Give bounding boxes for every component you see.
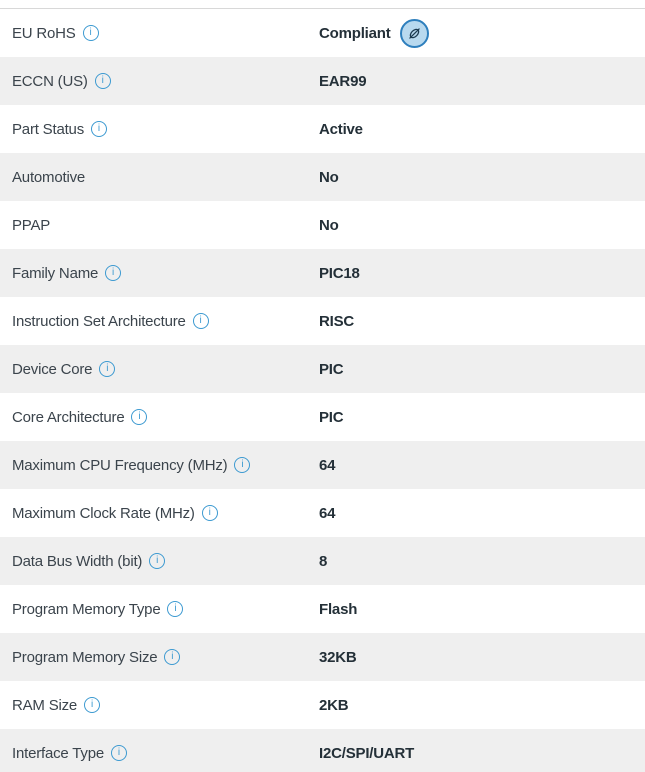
spec-value: 8 — [319, 552, 328, 570]
spec-value-cell: No — [319, 169, 645, 186]
spec-label: Interface Type — [12, 744, 104, 762]
spec-label: Maximum Clock Rate (MHz) — [12, 504, 195, 522]
specifications-table: EU RoHS i Compliant ECCN (US) i EAR99 — [0, 8, 645, 772]
spec-value-cell: 2KB — [319, 697, 645, 714]
spec-value-cell: I2C/SPI/UART — [319, 745, 645, 762]
spec-value-cell: 32KB — [319, 649, 645, 666]
spec-value-cell: Flash — [319, 601, 645, 618]
table-row: Instruction Set Architecture i RISC — [0, 297, 645, 345]
spec-label-cell: Part Status i — [0, 121, 319, 138]
spec-label: ECCN (US) — [12, 72, 88, 90]
info-icon[interactable]: i — [167, 601, 184, 617]
spec-value: 64 — [319, 456, 336, 474]
spec-label: Core Architecture — [12, 408, 125, 426]
spec-label-cell: ECCN (US) i — [0, 73, 319, 90]
spec-label: Device Core — [12, 360, 93, 378]
spec-label-cell: RAM Size i — [0, 697, 319, 714]
spec-value: RISC — [319, 312, 355, 330]
table-row: Program Memory Type i Flash — [0, 585, 645, 633]
spec-value-cell: PIC — [319, 409, 645, 426]
info-icon[interactable]: i — [84, 697, 101, 713]
spec-label: RAM Size — [12, 696, 78, 714]
spec-label: Automotive — [12, 168, 86, 186]
info-icon[interactable]: i — [94, 73, 111, 89]
spec-label: Program Memory Size — [12, 648, 158, 666]
info-icon[interactable]: i — [192, 313, 209, 329]
table-row: Maximum CPU Frequency (MHz) i 64 — [0, 441, 645, 489]
table-row: Data Bus Width (bit) i 8 — [0, 537, 645, 585]
info-icon[interactable]: i — [110, 745, 127, 761]
spec-label: Family Name — [12, 264, 99, 282]
table-row: Part Status i Active — [0, 105, 645, 153]
spec-value-cell: Compliant — [319, 18, 645, 48]
info-icon[interactable]: i — [234, 457, 251, 473]
info-icon[interactable]: i — [131, 409, 148, 425]
spec-value: Compliant — [319, 24, 391, 42]
spec-label: EU RoHS — [12, 24, 76, 42]
table-row: Family Name i PIC18 — [0, 249, 645, 297]
table-row: Maximum Clock Rate (MHz) i 64 — [0, 489, 645, 537]
spec-value-cell: No — [319, 217, 645, 234]
spec-label: Program Memory Type — [12, 600, 161, 618]
spec-label-cell: Program Memory Type i — [0, 601, 319, 618]
table-row: RAM Size i 2KB — [0, 681, 645, 729]
spec-value: No — [319, 168, 339, 186]
info-icon[interactable]: i — [105, 265, 122, 281]
table-row: ECCN (US) i EAR99 — [0, 57, 645, 105]
spec-value-cell: 64 — [319, 457, 645, 474]
spec-value-cell: RISC — [319, 313, 645, 330]
spec-value-cell: Active — [319, 121, 645, 138]
spec-label-cell: Core Architecture i — [0, 409, 319, 426]
spec-label-cell: Maximum Clock Rate (MHz) i — [0, 505, 319, 522]
spec-value: No — [319, 216, 339, 234]
spec-label-cell: Program Memory Size i — [0, 649, 319, 666]
spec-value: 64 — [319, 504, 336, 522]
spec-label-cell: Maximum CPU Frequency (MHz) i — [0, 457, 319, 474]
spec-label-cell: Interface Type i — [0, 745, 319, 762]
table-row: Program Memory Size i 32KB — [0, 633, 645, 681]
spec-value-cell: PIC18 — [319, 265, 645, 282]
info-icon[interactable]: i — [201, 505, 218, 521]
table-row: Core Architecture i PIC — [0, 393, 645, 441]
table-row: Device Core i PIC — [0, 345, 645, 393]
spec-label: PPAP — [12, 216, 51, 234]
spec-value: Flash — [319, 600, 358, 618]
info-icon[interactable]: i — [82, 25, 99, 41]
spec-value: Active — [319, 120, 363, 138]
spec-label-cell: PPAP i — [0, 217, 319, 234]
spec-label: Maximum CPU Frequency (MHz) — [12, 456, 228, 474]
info-icon[interactable]: i — [149, 553, 166, 569]
table-row: Automotive i No — [0, 153, 645, 201]
info-icon[interactable]: i — [91, 121, 108, 137]
spec-value: PIC — [319, 408, 344, 426]
spec-value-cell: EAR99 — [319, 73, 645, 90]
spec-label: Instruction Set Architecture — [12, 312, 186, 330]
spec-label: Part Status — [12, 120, 85, 138]
spec-value-cell: PIC — [319, 361, 645, 378]
spec-label-cell: Device Core i — [0, 361, 319, 378]
info-icon[interactable]: i — [99, 361, 116, 377]
spec-value: EAR99 — [319, 72, 367, 90]
spec-label-cell: Instruction Set Architecture i — [0, 313, 319, 330]
spec-label-cell: Family Name i — [0, 265, 319, 282]
table-row: Interface Type i I2C/SPI/UART — [0, 729, 645, 772]
table-row: PPAP i No — [0, 201, 645, 249]
spec-label-cell: Automotive i — [0, 169, 319, 186]
spec-label-cell: EU RoHS i — [0, 25, 319, 42]
spec-value: PIC — [319, 360, 344, 378]
table-row: EU RoHS i Compliant — [0, 9, 645, 57]
spec-value-cell: 8 — [319, 553, 645, 570]
spec-value: I2C/SPI/UART — [319, 744, 415, 762]
info-icon[interactable]: i — [164, 649, 181, 665]
spec-value: 32KB — [319, 648, 357, 666]
spec-label-cell: Data Bus Width (bit) i — [0, 553, 319, 570]
spec-value-cell: 64 — [319, 505, 645, 522]
spec-value: 2KB — [319, 696, 349, 714]
rohs-compliant-leaf-icon[interactable] — [399, 18, 429, 48]
spec-label: Data Bus Width (bit) — [12, 552, 143, 570]
spec-value: PIC18 — [319, 264, 360, 282]
